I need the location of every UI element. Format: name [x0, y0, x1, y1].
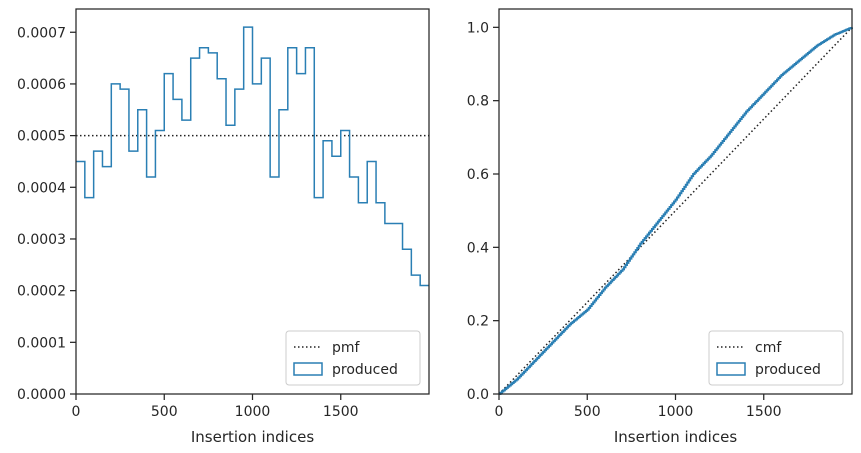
y-tick-label: 0.0: [467, 387, 489, 403]
legend-swatch-produced: [293, 362, 323, 376]
x-axis-label: Insertion indices: [614, 428, 737, 446]
y-tick-label: 1.0: [467, 20, 489, 36]
x-tick-label: 1500: [323, 404, 359, 420]
x-axis-label: Insertion indices: [191, 428, 314, 446]
y-tick-label: 0.0002: [17, 284, 66, 300]
x-tick-label: 500: [151, 404, 178, 420]
legend-label-produced: produced: [332, 362, 398, 378]
legend-label-pmf: pmf: [332, 340, 361, 356]
x-tick-label: 0: [72, 404, 81, 420]
pmf-histogram-panel: 0 500 1000 1500 0.0000 0.0001 0.0002 0.0003 0.00…: [17, 8, 430, 446]
y-tick-label: 0.0005: [17, 129, 66, 145]
cmf-cumulative-panel: 0 500 1000 1500 0.0 0.2 0.4 0.6 0.8 1.0 Insertion …: [467, 8, 853, 446]
y-tick-label: 0.0003: [17, 232, 66, 248]
x-tick-label: 500: [574, 404, 601, 420]
legend: cmf produced: [708, 330, 844, 386]
legend-label-cmf: cmf: [755, 340, 782, 356]
legend-label-produced: produced: [755, 362, 821, 378]
y-tick-label: 0.0007: [17, 25, 66, 41]
x-tick-label: 1000: [658, 404, 694, 420]
y-tick-label: 0.0000: [17, 387, 66, 403]
y-tick-label: 0.6: [467, 167, 489, 183]
y-tick-label: 0.8: [467, 94, 489, 110]
legend-box: [708, 330, 844, 386]
y-tick-label: 0.0004: [17, 180, 66, 196]
y-tick-label: 0.2: [467, 314, 489, 330]
legend-swatch-produced: [716, 362, 746, 376]
legend-box: [285, 330, 421, 386]
y-tick-label: 0.4: [467, 240, 489, 256]
produced-cumulative-line: [499, 26, 853, 395]
x-tick-label: 0: [495, 404, 504, 420]
y-tick-label: 0.0006: [17, 77, 66, 93]
x-tick-label: 1500: [746, 404, 782, 420]
produced-step-line: [76, 26, 429, 287]
x-tick-label: 1000: [235, 404, 271, 420]
y-tick-label: 0.0001: [17, 335, 66, 351]
legend: pmf produced: [285, 330, 421, 386]
cmf-reference-line: [498, 26, 853, 395]
